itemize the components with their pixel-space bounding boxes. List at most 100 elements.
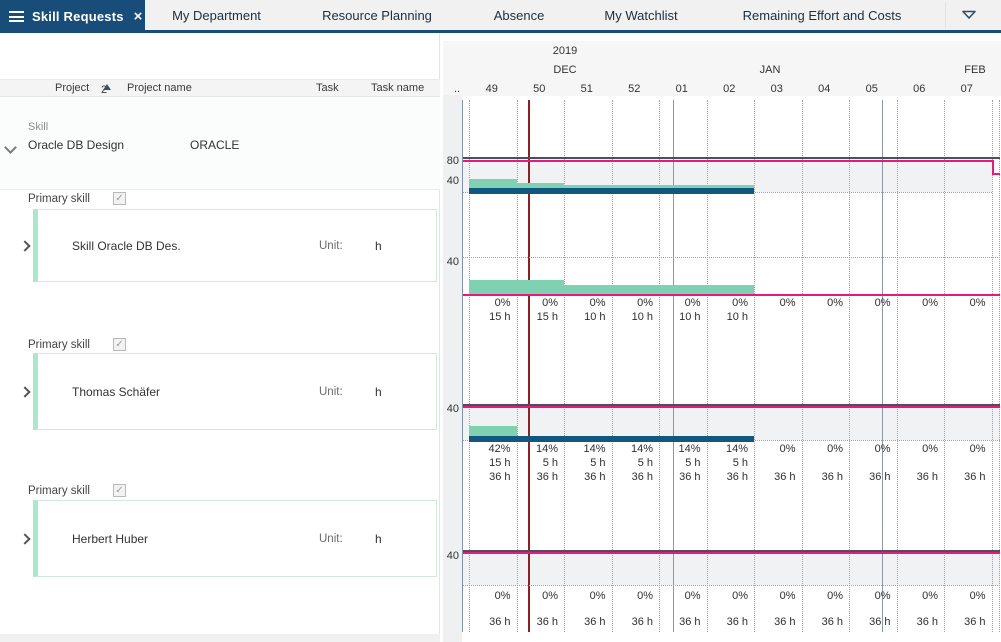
tab-label: Remaining Effort and Costs	[742, 7, 902, 23]
chart-right-edge	[999, 100, 1000, 632]
column-header-row: Project 2 Project name Task Task name	[0, 79, 440, 97]
timeline-header	[443, 41, 1001, 96]
expand-row-icon[interactable]	[19, 240, 31, 252]
primary-skill-row: Primary skill ✓	[0, 192, 440, 209]
capacity-line	[463, 552, 1000, 554]
utilization-value: 0%	[874, 297, 891, 309]
capacity-hours-value: 36 h	[821, 471, 843, 483]
tab-label: Absence	[493, 7, 545, 23]
demand-bar[interactable]	[469, 280, 517, 294]
demand-bar[interactable]	[706, 284, 754, 294]
utilization-value: 0%	[969, 297, 986, 309]
utilization-value: 0%	[827, 443, 843, 455]
primary-skill-checkbox[interactable]: ✓	[113, 484, 126, 497]
tab-resource-planning[interactable]: Resource Planning	[287, 0, 467, 30]
unit-label: Unit:	[319, 385, 343, 398]
column-task-name[interactable]: Task name	[371, 82, 425, 94]
week-gridline	[659, 100, 660, 632]
y-axis-label: 80	[446, 155, 459, 167]
requested-hours-value: 5 h	[685, 457, 701, 469]
capacity-line-reduced	[991, 173, 1000, 175]
demand-bar[interactable]	[659, 284, 707, 294]
demand-bar[interactable]	[516, 183, 564, 192]
skill-group-row[interactable]: Skill Oracle DB Design ORACLE	[0, 97, 440, 190]
capacity-hours-value: 36 h	[964, 471, 986, 483]
timeline-week-label-truncated: ..	[453, 83, 461, 95]
expand-row-icon[interactable]	[19, 533, 31, 545]
utilization-value: 0%	[969, 590, 986, 602]
utilization-value: 0%	[684, 297, 701, 309]
capacity-hours-value: 36 h	[774, 616, 796, 628]
booking-bar[interactable]	[469, 188, 754, 194]
utilization-value: 14%	[535, 443, 558, 455]
capacity-hours-value: 36 h	[821, 616, 843, 628]
column-project[interactable]: Project	[55, 82, 90, 94]
utilization-value: 0%	[922, 443, 938, 455]
unit-value: h	[375, 531, 382, 546]
timeline-month-label: JAN	[759, 64, 781, 76]
tab-bar	[0, 0, 1001, 33]
primary-skill-label: Primary skill	[28, 193, 90, 205]
demand-bar[interactable]	[611, 284, 659, 294]
requested-hours-value: 5 h	[732, 457, 748, 469]
y-gridline	[463, 257, 1000, 258]
tab-skill-requests[interactable]: Skill Requests ×	[0, 0, 145, 33]
utilization-value: 14%	[630, 443, 653, 455]
column-task[interactable]: Task	[316, 82, 339, 94]
requested-hours-value: 10 h	[679, 311, 701, 323]
month-boundary-line	[882, 100, 883, 632]
unit-value: h	[375, 384, 382, 399]
capacity-hours-value: 36 h	[869, 471, 891, 483]
capacity-hours-value: 36 h	[726, 471, 748, 483]
resource-card-thomas-schaefer[interactable]: Thomas Schäfer Unit: h	[33, 353, 437, 430]
week-gridline	[801, 100, 803, 632]
utilization-value: 14%	[725, 443, 748, 455]
utilization-value: 0%	[779, 443, 796, 455]
resource-card-skill[interactable]: Skill Oracle DB Des. Unit: h	[33, 209, 437, 282]
demand-bar[interactable]	[564, 284, 612, 294]
tab-strip: My Department Resource Planning Absence …	[146, 0, 933, 30]
timeline-week-label: 51	[580, 83, 593, 95]
utilization-value: 0%	[542, 297, 558, 309]
timeline-week-label: 01	[675, 83, 688, 95]
utilization-value: 0%	[637, 297, 653, 309]
week-gridline	[516, 100, 518, 632]
chevron-down-icon[interactable]	[961, 7, 977, 25]
utilization-value: 14%	[678, 443, 701, 455]
total-capacity-line	[463, 404, 1000, 406]
primary-skill-checkbox[interactable]: ✓	[113, 192, 126, 205]
timeline-week-label: 50	[533, 83, 546, 95]
capacity-hours-value: 36 h	[584, 471, 606, 483]
utilization-value: 14%	[583, 443, 606, 455]
tab-my-department[interactable]: My Department	[146, 0, 287, 30]
horizontal-scrollbar[interactable]	[0, 634, 440, 642]
demand-bar[interactable]	[516, 280, 564, 294]
tab-my-watchlist[interactable]: My Watchlist	[571, 0, 711, 30]
utilization-value: 0%	[494, 590, 511, 602]
timeline-week-label: 07	[960, 83, 973, 95]
close-tab-icon[interactable]: ×	[133, 8, 143, 25]
booking-bar[interactable]	[469, 436, 754, 442]
primary-skill-label: Primary skill	[28, 485, 90, 497]
requested-hours-value: 5 h	[637, 457, 653, 469]
primary-skill-checkbox[interactable]: ✓	[113, 338, 126, 351]
y-axis-label: 40	[446, 175, 459, 187]
expand-row-icon[interactable]	[19, 386, 31, 398]
request-list-panel: Project 2 Project name Task Task name Sk…	[0, 33, 440, 642]
total-capacity-line	[463, 157, 1000, 159]
tab-remaining-effort-and-costs[interactable]: Remaining Effort and Costs	[711, 0, 933, 30]
collapse-chevron-icon[interactable]	[4, 141, 17, 154]
capacity-hours-value: 36 h	[679, 471, 701, 483]
hamburger-menu-icon[interactable]	[9, 11, 24, 22]
gantt-chart-area[interactable]: 0% 0% 0% 0% 0% 0% 0% 0% 0% 0% 0% 15 h 15 h 10 h 10 h 10…	[462, 100, 1000, 632]
timeline-year-label: 2019	[552, 45, 578, 57]
utilization-value: 0%	[779, 297, 796, 309]
capacity-hours-value: 36 h	[631, 471, 653, 483]
resource-card-herbert-huber[interactable]: Herbert Huber Unit: h	[33, 500, 437, 577]
tab-absence[interactable]: Absence	[467, 0, 571, 30]
utilization-value: 0%	[494, 297, 511, 309]
column-project-name[interactable]: Project name	[127, 82, 192, 94]
capacity-line-step	[991, 160, 994, 173]
capacity-line	[463, 406, 1000, 408]
resource-name: Thomas Schäfer	[72, 384, 161, 399]
